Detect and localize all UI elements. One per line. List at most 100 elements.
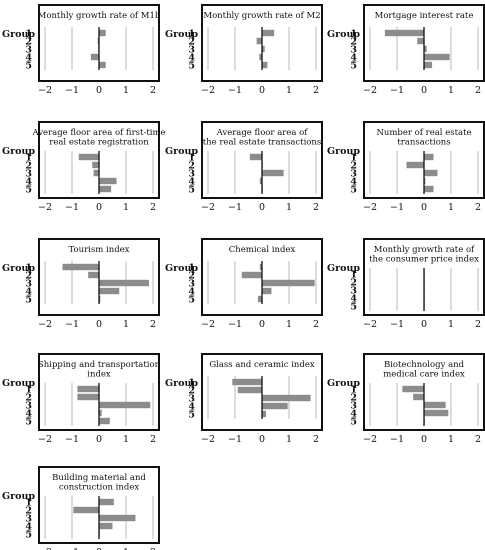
panel-title-line: Average floor area of xyxy=(216,128,309,138)
group-tick-label: 3 xyxy=(25,279,32,290)
bar-group-5 xyxy=(424,61,433,69)
bar-group-2 xyxy=(241,271,262,279)
x-tick-label: −1 xyxy=(65,434,79,445)
panel-title-line: real estate registration xyxy=(49,138,149,148)
bar-group-2 xyxy=(73,506,99,514)
panel-title-line: Monthly growth rate of M1b xyxy=(38,11,161,21)
x-tick-label: −1 xyxy=(228,434,242,445)
x-tick-label: −1 xyxy=(228,202,242,213)
panel-title: Biotechnology and medical care index xyxy=(383,360,465,380)
x-tick-label: 2 xyxy=(475,202,481,213)
group-tick-label: 1 xyxy=(188,153,195,164)
bar-group-4 xyxy=(99,177,117,185)
x-tick-label: −2 xyxy=(363,319,377,330)
bar-group-2 xyxy=(97,37,99,45)
x-tick-label: 0 xyxy=(259,202,265,213)
group-tick-label: 5 xyxy=(188,61,195,72)
group-tick-label: 3 xyxy=(188,394,195,405)
group-tick-label: 4 xyxy=(350,409,357,420)
panel-title-line: the real estate transactions xyxy=(203,138,322,148)
bar-group-3 xyxy=(424,169,438,177)
group-tick-label: 4 xyxy=(350,177,357,188)
bar-group-1 xyxy=(77,385,99,393)
x-tick-label: −1 xyxy=(390,202,404,213)
x-tick-label: 0 xyxy=(96,319,102,330)
x-tick-label: 0 xyxy=(96,85,102,96)
group-tick-label: 3 xyxy=(188,169,195,180)
panel-title-line: Mortgage interest rate xyxy=(375,11,474,21)
group-tick-label: 4 xyxy=(25,522,32,533)
group-tick-label: 2 xyxy=(188,386,195,397)
panel-title-line: Biotechnology and xyxy=(384,360,465,370)
x-tick-label: −2 xyxy=(363,434,377,445)
panel-title-line: Glass and ceramic index xyxy=(209,360,315,370)
bar-group-1 xyxy=(99,498,114,506)
x-tick-label: 1 xyxy=(123,319,129,330)
group-tick-label: 3 xyxy=(350,169,357,180)
group-tick-label: 4 xyxy=(188,402,195,413)
x-tick-label: 0 xyxy=(421,85,427,96)
bar-group-1 xyxy=(262,29,275,37)
chart-panel-12: Group Biotechnology and medical care index… xyxy=(327,353,485,445)
panel-title: Tourism index xyxy=(69,245,130,255)
group-tick-label: 3 xyxy=(25,514,32,525)
group-tick-label: 1 xyxy=(25,498,32,509)
group-axis-label: Group xyxy=(2,491,35,502)
group-tick-label: 5 xyxy=(188,295,195,306)
panel-title-line: Chemical index xyxy=(229,245,296,255)
x-tick-label: 0 xyxy=(96,202,102,213)
bar-group-5 xyxy=(99,295,101,303)
group-axis-label: Group xyxy=(2,263,35,274)
panel-title-line: Shipping and transportation xyxy=(38,360,161,370)
group-tick-label: 1 xyxy=(25,385,32,396)
bar-group-4 xyxy=(99,287,120,295)
bar-group-3 xyxy=(262,279,315,287)
group-tick-label: 1 xyxy=(350,29,357,40)
group-tick-label: 5 xyxy=(25,295,32,306)
x-tick-label: 2 xyxy=(150,547,156,550)
x-tick-label: 1 xyxy=(448,434,454,445)
x-tick-label: 1 xyxy=(286,202,292,213)
bar-group-2 xyxy=(237,386,262,394)
panel-title-line: Monthly growth rate of xyxy=(374,245,475,255)
bar-group-5 xyxy=(257,295,262,303)
group-tick-label: 3 xyxy=(350,45,357,56)
bar-group-1 xyxy=(402,385,424,393)
bar-group-5 xyxy=(99,417,110,425)
x-tick-label: 0 xyxy=(421,202,427,213)
group-tick-label: 5 xyxy=(25,417,32,428)
group-axis-label: Group xyxy=(165,146,198,157)
bar-group-2 xyxy=(77,393,99,401)
bar-group-3 xyxy=(262,169,284,177)
panel-title: Glass and ceramic index xyxy=(209,360,315,370)
group-axis-label: Group xyxy=(2,29,35,40)
panel-title: Average floor area of first-time real est… xyxy=(31,128,165,148)
x-tick-label: 0 xyxy=(421,319,427,330)
x-tick-label: 2 xyxy=(313,202,319,213)
group-axis-label: Group xyxy=(165,263,198,274)
panel-title: Monthly growth rate of M1b xyxy=(38,11,161,21)
group-tick-label: 1 xyxy=(188,378,195,389)
group-tick-label: 1 xyxy=(25,29,32,40)
group-tick-label: 4 xyxy=(25,53,32,64)
chart-panel-9: Group Monthly growth rate of the consumer … xyxy=(327,238,485,330)
group-tick-label: 2 xyxy=(25,271,32,282)
x-tick-label: −2 xyxy=(201,434,215,445)
x-tick-label: −1 xyxy=(390,85,404,96)
x-tick-label: −2 xyxy=(38,85,52,96)
group-axis-label: Group xyxy=(327,378,360,389)
x-tick-label: 1 xyxy=(123,202,129,213)
panel-title-line: construction index xyxy=(59,483,140,493)
group-tick-label: 1 xyxy=(188,263,195,274)
group-tick-label: 4 xyxy=(188,177,195,188)
x-tick-label: 2 xyxy=(313,434,319,445)
x-tick-label: 2 xyxy=(475,434,481,445)
x-tick-label: 1 xyxy=(286,85,292,96)
bar-group-5 xyxy=(99,185,112,193)
